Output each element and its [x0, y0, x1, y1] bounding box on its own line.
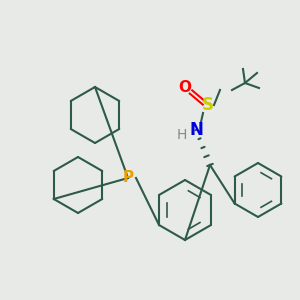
Text: H: H: [177, 128, 187, 142]
Text: P: P: [122, 170, 134, 185]
Text: S: S: [202, 96, 214, 114]
Text: O: O: [178, 80, 191, 95]
Text: N: N: [189, 121, 203, 139]
